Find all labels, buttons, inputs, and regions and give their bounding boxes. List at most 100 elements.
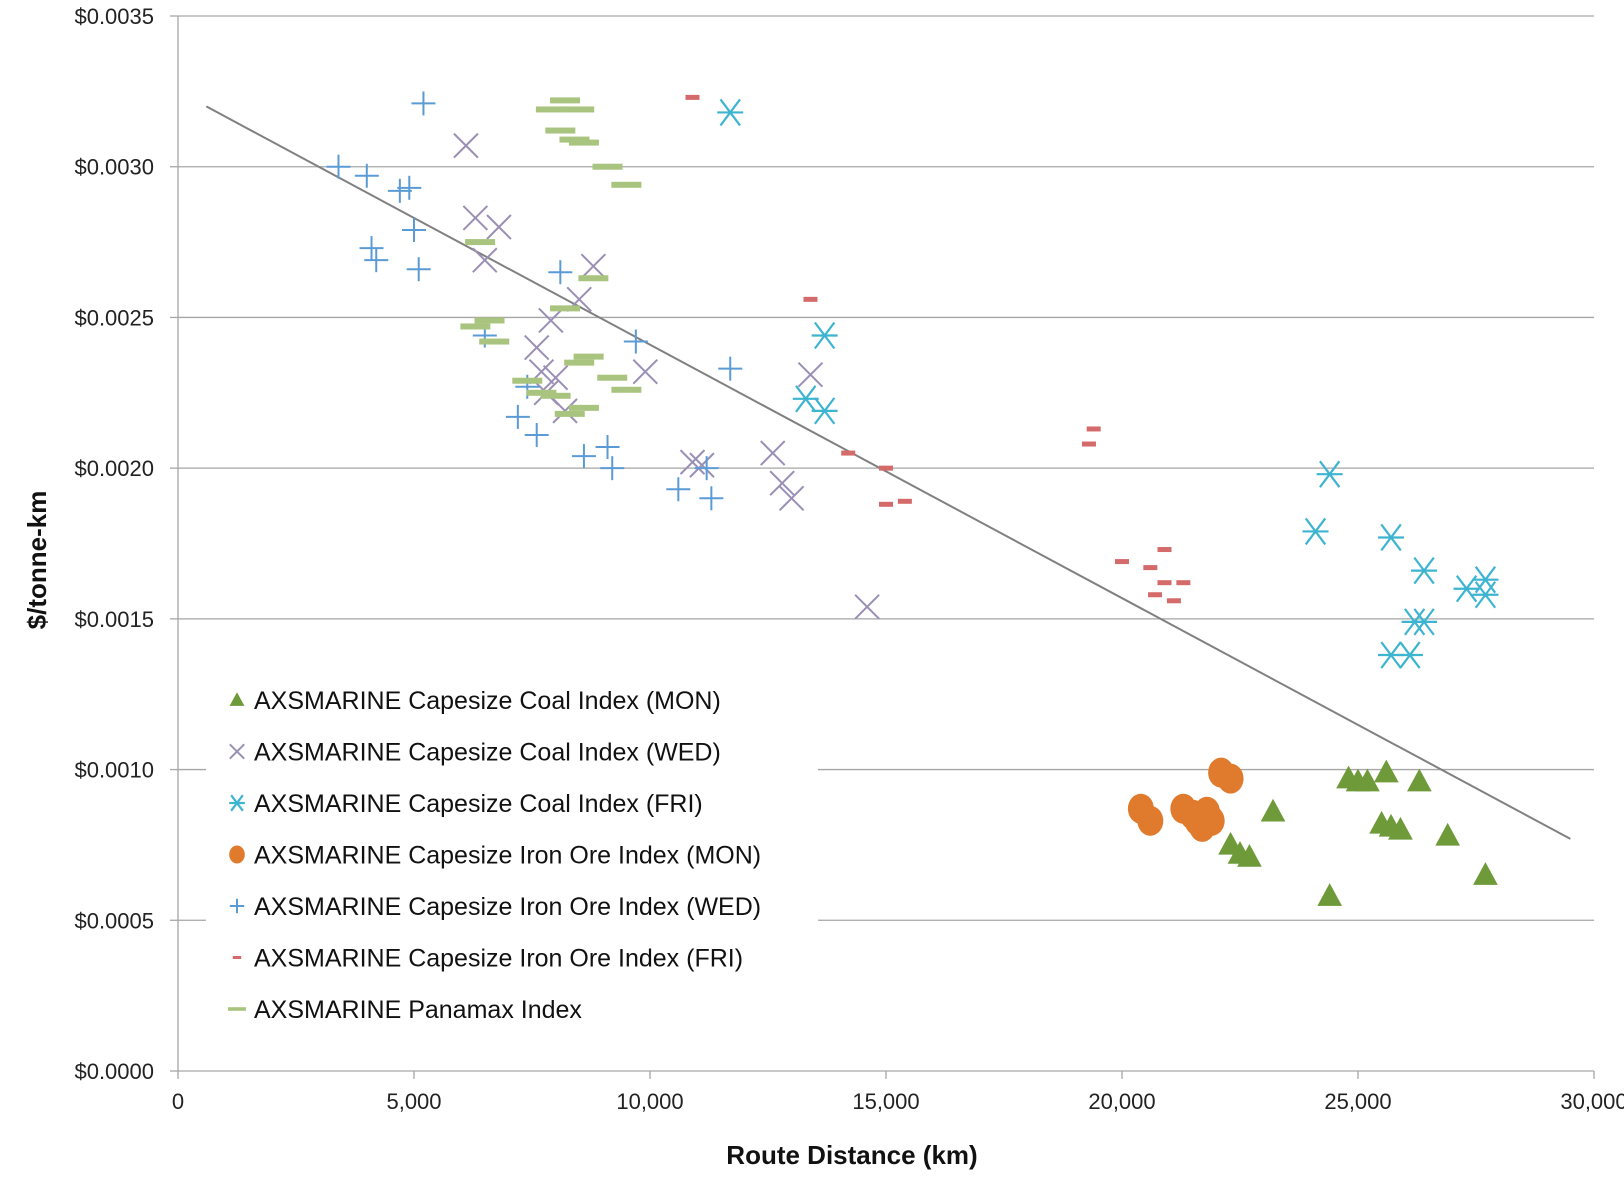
data-point-series-3 bbox=[1137, 805, 1164, 836]
data-point-series-0 bbox=[1355, 768, 1380, 792]
data-point-series-6 bbox=[535, 106, 566, 113]
x-axis-ticks: 0 5,000 10,000 15,000 20,000 25,000 30,000 bbox=[172, 1089, 1624, 1114]
y-axis-title: $/tonne-km bbox=[22, 491, 52, 630]
data-point-series-6 bbox=[550, 305, 581, 312]
data-point-series-2 bbox=[1316, 460, 1343, 488]
data-point-series-5 bbox=[879, 501, 893, 507]
data-point-series-2 bbox=[1302, 517, 1329, 546]
data-points bbox=[326, 91, 1499, 906]
x-tick-label: 30,000 bbox=[1560, 1089, 1624, 1114]
data-point-series-1 bbox=[797, 361, 824, 388]
legend-label: AXSMARINE Capesize Iron Ore Index (MON) bbox=[254, 842, 761, 870]
trendline-segment bbox=[205, 105, 1571, 840]
data-point-series-1 bbox=[486, 214, 512, 240]
y-tick-label: $0.0030 bbox=[74, 155, 154, 180]
data-point-series-6 bbox=[545, 127, 576, 134]
legend-label: AXSMARINE Capesize Coal Index (WED) bbox=[254, 739, 721, 767]
data-point-series-2 bbox=[1472, 581, 1499, 609]
data-point-series-6 bbox=[568, 139, 599, 146]
y-tick-label: $0.0000 bbox=[74, 1059, 154, 1084]
data-point-series-4 bbox=[387, 178, 412, 203]
data-point-series-4 bbox=[600, 456, 625, 481]
legend-label: AXSMARINE Capesize Iron Ore Index (WED) bbox=[254, 893, 761, 921]
legend-marker bbox=[229, 743, 245, 760]
data-point-series-1 bbox=[453, 132, 479, 159]
data-point-series-6 bbox=[465, 239, 496, 246]
data-point-series-6 bbox=[554, 410, 585, 417]
data-point-series-5 bbox=[1081, 441, 1096, 447]
data-point-series-6 bbox=[611, 181, 642, 188]
data-point-series-6 bbox=[460, 323, 491, 330]
data-point-series-6 bbox=[474, 317, 505, 324]
data-point-series-4 bbox=[326, 154, 351, 179]
data-point-series-4 bbox=[402, 218, 426, 243]
data-point-series-5 bbox=[1157, 547, 1172, 553]
data-point-series-4 bbox=[397, 175, 422, 200]
data-point-series-2 bbox=[1411, 608, 1438, 636]
data-point-series-4 bbox=[571, 444, 596, 469]
data-point-series-3 bbox=[1198, 805, 1225, 836]
data-point-series-1 bbox=[769, 470, 795, 496]
data-point-series-5 bbox=[1166, 598, 1181, 604]
x-axis-title: Route Distance (km) bbox=[726, 1140, 977, 1170]
data-point-series-6 bbox=[526, 389, 557, 396]
data-point-series-1 bbox=[632, 358, 658, 385]
data-point-series-1 bbox=[689, 452, 715, 478]
y-tick-label: $0.0025 bbox=[74, 305, 154, 330]
data-point-series-5 bbox=[1157, 580, 1172, 586]
x-tick-label: 5,000 bbox=[386, 1089, 441, 1114]
data-point-series-2 bbox=[1472, 566, 1499, 594]
data-point-series-0 bbox=[1435, 822, 1461, 846]
data-point-series-1 bbox=[538, 307, 564, 334]
data-point-series-6 bbox=[479, 338, 510, 345]
data-point-series-5 bbox=[1148, 592, 1163, 598]
data-point-series-2 bbox=[811, 397, 838, 425]
legend-marker bbox=[228, 1007, 246, 1011]
data-point-series-5 bbox=[897, 498, 912, 504]
data-point-series-4 bbox=[354, 163, 379, 188]
data-point-series-1 bbox=[472, 247, 498, 273]
data-point-series-6 bbox=[550, 97, 581, 104]
y-tick-label: $0.0035 bbox=[74, 4, 154, 29]
data-point-series-5 bbox=[841, 450, 856, 456]
legend-marker bbox=[229, 794, 245, 812]
data-point-series-5 bbox=[1086, 426, 1101, 432]
data-point-series-5 bbox=[1176, 580, 1191, 586]
data-point-series-4 bbox=[699, 486, 724, 511]
x-tick-label: 20,000 bbox=[1088, 1089, 1155, 1114]
legend-marker bbox=[229, 898, 245, 914]
legend-background bbox=[206, 670, 818, 1052]
legend-marker bbox=[229, 692, 245, 706]
data-point-series-2 bbox=[1411, 556, 1438, 585]
y-tick-label: $0.0010 bbox=[74, 758, 154, 783]
data-point-series-6 bbox=[559, 136, 590, 143]
x-tick-label: 0 bbox=[172, 1089, 184, 1114]
data-point-series-4 bbox=[694, 456, 719, 481]
data-point-series-5 bbox=[879, 465, 893, 471]
data-point-series-5 bbox=[685, 94, 700, 100]
data-point-series-3 bbox=[1217, 763, 1244, 794]
data-point-series-2 bbox=[1378, 523, 1405, 552]
data-point-series-6 bbox=[573, 353, 604, 360]
data-point-series-6 bbox=[592, 163, 623, 170]
data-point-series-4 bbox=[595, 435, 620, 460]
data-point-series-5 bbox=[803, 296, 818, 302]
data-point-series-4 bbox=[524, 422, 549, 447]
data-point-series-1 bbox=[542, 365, 569, 391]
data-point-series-0 bbox=[1317, 883, 1343, 906]
x-tick-label: 25,000 bbox=[1324, 1089, 1391, 1114]
x-tick-label: 10,000 bbox=[616, 1089, 683, 1114]
y-tick-label: $0.0015 bbox=[74, 607, 154, 632]
legend: AXSMARINE Capesize Coal Index (MON) AXSMA… bbox=[228, 687, 761, 1024]
data-point-series-1 bbox=[854, 594, 880, 620]
data-point-series-1 bbox=[778, 485, 805, 511]
data-point-series-1 bbox=[552, 398, 578, 424]
data-point-series-6 bbox=[540, 392, 571, 399]
data-point-series-0 bbox=[1373, 759, 1399, 783]
y-axis-ticks: $0.0000 $0.0005 $0.0010 $0.0015 $0.0020 $0.00… bbox=[74, 4, 154, 1084]
x-tick-label: 15,000 bbox=[852, 1089, 919, 1114]
data-point-series-6 bbox=[564, 359, 595, 366]
data-point-series-2 bbox=[811, 321, 838, 350]
legend-label: AXSMARINE Capesize Iron Ore Index (FRI) bbox=[254, 945, 743, 973]
